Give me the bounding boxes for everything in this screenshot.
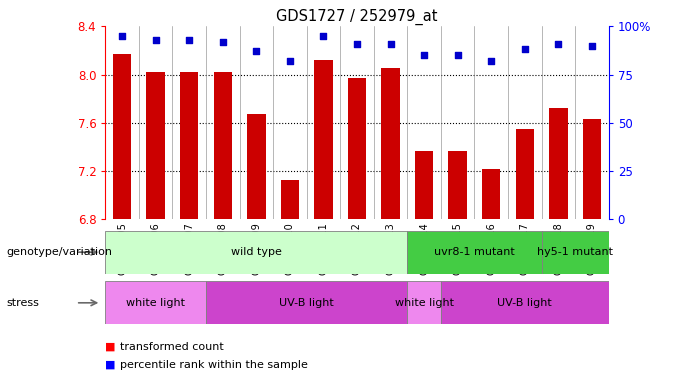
- Bar: [407, 231, 541, 274]
- Point: [117, 33, 128, 39]
- Text: hy5-1 mutant: hy5-1 mutant: [537, 247, 613, 257]
- Bar: [441, 281, 609, 324]
- Text: genotype/variation: genotype/variation: [7, 247, 113, 257]
- Title: GDS1727 / 252979_at: GDS1727 / 252979_at: [276, 9, 438, 25]
- Point: [586, 43, 597, 49]
- Bar: [541, 231, 609, 274]
- Bar: [247, 114, 266, 219]
- Text: ■: ■: [105, 342, 120, 352]
- Text: stress: stress: [7, 298, 39, 308]
- Point: [452, 52, 463, 58]
- Text: UV-B light: UV-B light: [497, 298, 552, 308]
- Point: [553, 40, 564, 46]
- Bar: [583, 119, 601, 219]
- Bar: [105, 281, 206, 324]
- Bar: [549, 108, 568, 219]
- Text: white light: white light: [394, 298, 454, 308]
- Text: percentile rank within the sample: percentile rank within the sample: [120, 360, 308, 369]
- Bar: [482, 169, 500, 219]
- Bar: [146, 72, 165, 219]
- Point: [385, 40, 396, 46]
- Point: [284, 58, 295, 64]
- Bar: [214, 72, 232, 219]
- Bar: [281, 180, 299, 219]
- Point: [419, 52, 430, 58]
- Point: [150, 37, 161, 43]
- Point: [486, 58, 496, 64]
- Bar: [113, 54, 131, 219]
- Bar: [407, 281, 441, 324]
- Point: [218, 39, 228, 45]
- Text: transformed count: transformed count: [120, 342, 224, 352]
- Point: [520, 46, 530, 53]
- Text: ■: ■: [105, 360, 120, 369]
- Text: UV-B light: UV-B light: [279, 298, 334, 308]
- Bar: [180, 72, 199, 219]
- Bar: [105, 231, 407, 274]
- Bar: [415, 151, 433, 219]
- Point: [318, 33, 329, 39]
- Point: [251, 48, 262, 54]
- Bar: [206, 281, 407, 324]
- Bar: [381, 69, 400, 219]
- Point: [184, 37, 194, 43]
- Text: white light: white light: [126, 298, 185, 308]
- Bar: [515, 129, 534, 219]
- Bar: [448, 151, 467, 219]
- Text: wild type: wild type: [231, 247, 282, 257]
- Text: uvr8-1 mutant: uvr8-1 mutant: [434, 247, 515, 257]
- Point: [352, 40, 362, 46]
- Bar: [347, 78, 367, 219]
- Bar: [314, 60, 333, 219]
